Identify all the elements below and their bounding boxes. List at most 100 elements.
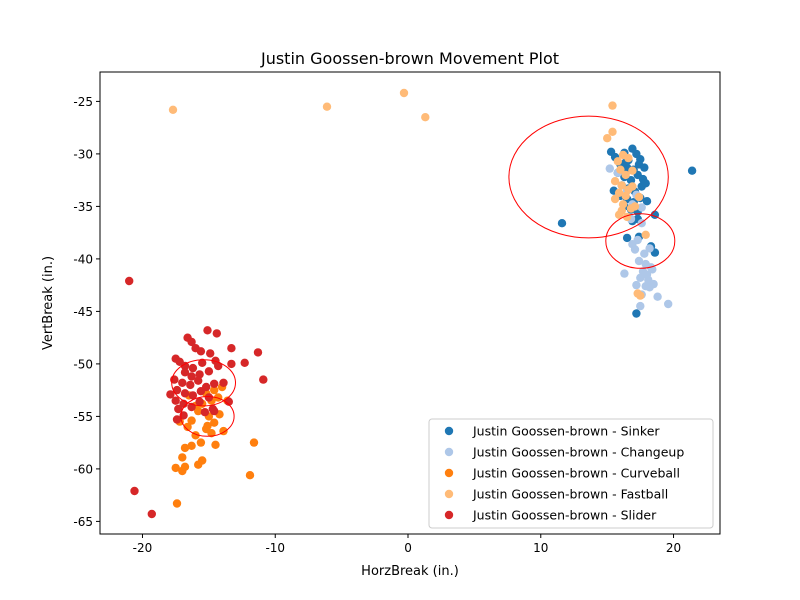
data-point: [610, 177, 620, 186]
data-point: [180, 361, 190, 371]
data-point: [204, 393, 214, 402]
data-point: [198, 358, 207, 367]
data-point: [227, 359, 236, 369]
data-point: [180, 462, 190, 471]
data-point: [206, 349, 215, 358]
data-point: [634, 192, 644, 202]
data-point: [626, 176, 636, 185]
data-point: [613, 157, 622, 166]
data-point: [664, 299, 673, 309]
data-point: [630, 245, 640, 254]
data-point: [180, 443, 190, 453]
data-point: [188, 363, 198, 373]
data-point: [628, 182, 637, 191]
data-point: [210, 379, 219, 388]
data-point: [183, 422, 192, 432]
data-point: [214, 361, 223, 371]
legend-label: Justin Goossen-brown - Slider: [472, 508, 657, 523]
data-point: [203, 326, 212, 335]
data-point: [178, 453, 187, 462]
data-point: [557, 219, 567, 228]
x-tick-label: 10: [533, 541, 548, 555]
data-point: [687, 166, 697, 175]
data-point: [421, 113, 430, 122]
legend-label: Justin Goossen-brown - Changeup: [472, 445, 684, 460]
data-point: [640, 163, 649, 172]
data-point: [204, 367, 214, 376]
data-point: [641, 179, 650, 188]
data-point: [641, 230, 650, 239]
data-point: [125, 276, 134, 286]
data-point: [249, 438, 259, 447]
data-point: [253, 348, 263, 357]
data-point: [186, 380, 195, 390]
data-point: [198, 456, 207, 465]
y-tick-label: -25: [73, 95, 93, 109]
data-point: [621, 170, 630, 180]
legend-label: Justin Goossen-brown - Sinker: [472, 424, 660, 439]
y-axis-label: VertBreak (in.): [41, 256, 56, 350]
data-point: [399, 88, 409, 98]
data-point: [636, 273, 645, 282]
data-point: [245, 471, 255, 480]
data-point: [645, 244, 654, 253]
legend-marker: [444, 510, 454, 520]
data-point: [210, 406, 219, 416]
data-point: [224, 397, 233, 406]
confidence-ellipse: [508, 115, 669, 239]
y-tick-label: -50: [73, 357, 93, 371]
data-point: [618, 200, 628, 209]
data-point: [614, 188, 624, 197]
data-point: [147, 509, 156, 519]
data-point: [620, 269, 629, 278]
y-tick-label: -45: [73, 305, 93, 319]
data-point: [634, 256, 644, 266]
data-point: [188, 391, 198, 400]
data-point: [166, 390, 175, 399]
plot-area: [125, 88, 697, 519]
data-point: [194, 376, 203, 385]
data-point: [187, 441, 196, 450]
data-point: [171, 396, 180, 405]
y-tick-label: -65: [73, 515, 93, 529]
data-point: [180, 389, 190, 398]
confidence-ellipse: [171, 359, 237, 407]
y-tick-label: -60: [73, 462, 93, 476]
data-point: [632, 309, 641, 318]
axis-ticks: -20 -10 0 10 20 -25 -30 -35 -40 -45 -50 -55 -60 -65: [73, 95, 681, 555]
data-point: [187, 416, 196, 425]
y-tick-label: -40: [73, 252, 93, 266]
data-point: [172, 499, 182, 508]
data-point: [640, 249, 649, 258]
data-point: [227, 344, 236, 353]
legend: Justin Goossen-brown - Sinker Justin Goos…: [428, 418, 714, 529]
data-point: [632, 280, 641, 290]
data-point: [240, 358, 249, 367]
data-point: [614, 210, 624, 219]
data-point: [636, 291, 645, 300]
data-point: [187, 337, 196, 347]
data-point: [605, 164, 614, 173]
y-tick-label: -30: [73, 147, 93, 161]
data-point: [196, 387, 206, 396]
data-point: [174, 404, 183, 414]
confidence-ellipse: [180, 396, 235, 437]
chart-title: Justin Goossen-brown Movement Plot: [260, 49, 559, 68]
y-tick-label: -55: [73, 410, 93, 424]
data-point: [211, 440, 220, 449]
data-point: [642, 197, 652, 206]
data-point: [187, 372, 196, 381]
data-point: [195, 370, 204, 379]
data-point: [210, 418, 219, 427]
legend-label: Justin Goossen-brown - Curveball: [472, 466, 680, 481]
legend-marker: [444, 447, 454, 457]
data-point: [259, 375, 268, 384]
data-point: [214, 393, 223, 402]
data-point: [616, 165, 625, 174]
data-point: [608, 127, 617, 136]
data-point: [608, 101, 617, 110]
data-point: [196, 438, 206, 447]
data-point: [637, 203, 646, 212]
data-point: [195, 397, 204, 406]
